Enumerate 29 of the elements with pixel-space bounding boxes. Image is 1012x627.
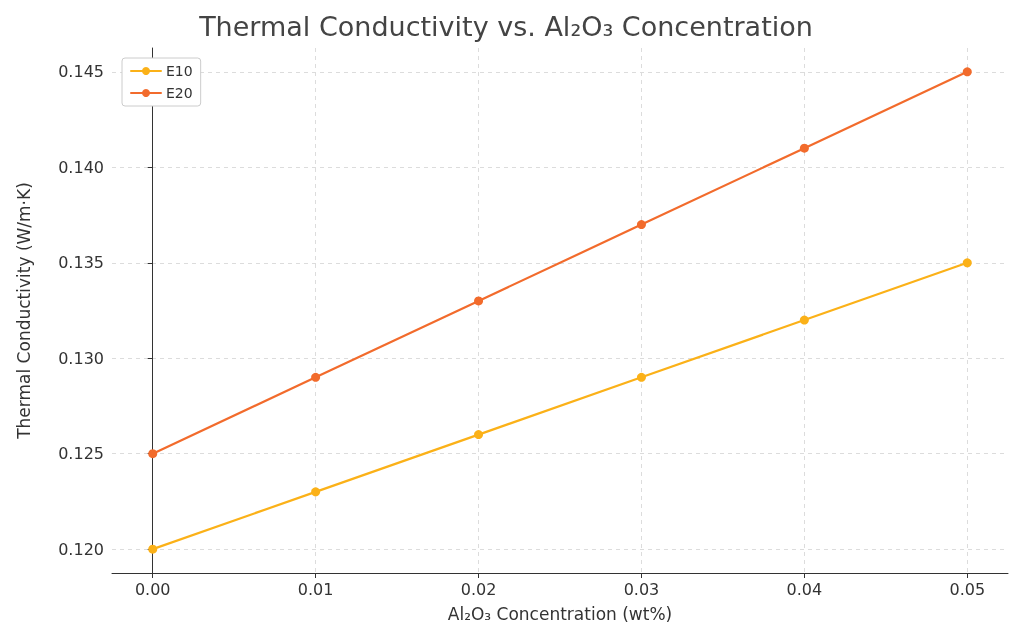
legend-label: E20 [166,85,193,101]
point [148,544,158,554]
x-axis-title: Al₂O₃ Concentration (wt%) [447,603,673,624]
point [148,449,158,459]
x-tick-label: 0.01 [297,579,334,599]
y-tick-label: 0.120 [58,539,104,559]
x-tick-label: 0.05 [949,579,986,599]
y-tick-label: 0.140 [58,157,104,177]
x-tick-label: 0.02 [460,579,497,599]
y-tick-label: 0.135 [58,253,104,273]
y-axis-title: Thermal Conductivity (W/m·K) [13,182,34,440]
y-tick-label: 0.125 [58,444,104,464]
point [311,372,321,382]
chart-title: Thermal Conductivity vs. Al₂O₃ Concentration [198,11,813,42]
x-tick-label: 0.04 [786,579,823,599]
x-tick-label: 0.00 [134,579,171,599]
point [474,296,484,306]
point [962,258,972,268]
x-tick-label: 0.03 [623,579,660,599]
point [799,315,809,325]
point [962,67,972,77]
y-tick-label: 0.130 [58,348,104,368]
point [311,487,321,497]
point [636,372,646,382]
legend-label: E10 [166,63,193,79]
point [474,430,484,440]
point [636,220,646,230]
y-tick-label: 0.145 [58,62,104,82]
point [799,143,809,153]
